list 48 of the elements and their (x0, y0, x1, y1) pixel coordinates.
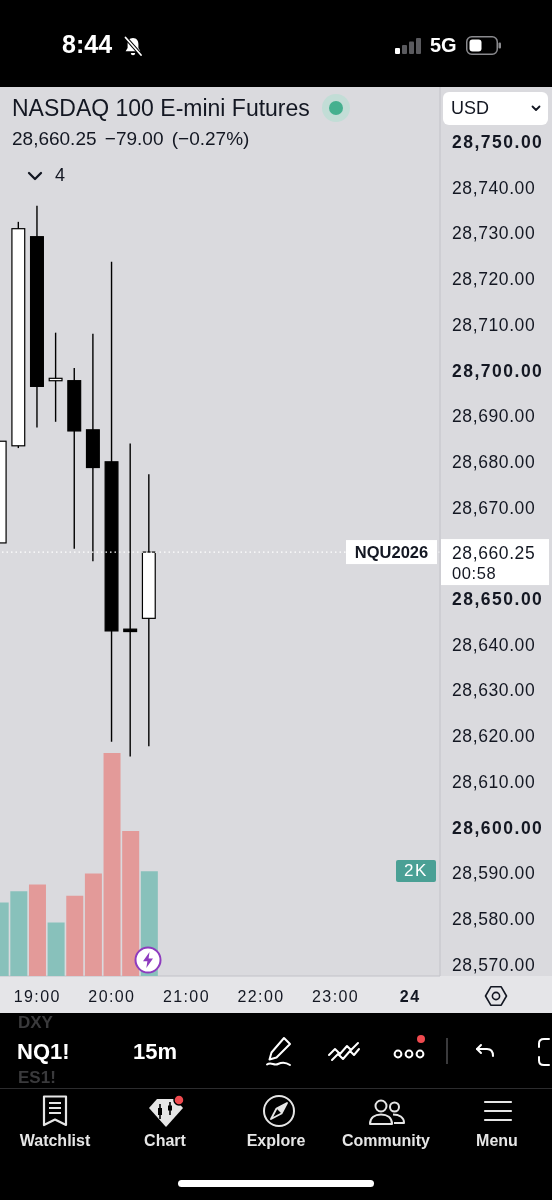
x-tick-label: 22:00 (237, 987, 285, 1005)
text: DXY (18, 1013, 53, 1033)
bar (28, 884, 46, 976)
y-tick-label: 28,590.00 (452, 863, 536, 884)
y-tick-label: 28,610.00 (452, 771, 536, 792)
text: Explore (246, 1132, 306, 1150)
y-tick-label: 28,600.00 (452, 817, 544, 838)
annotation: 2K (396, 860, 436, 882)
x-tick-label: 24 (399, 987, 421, 1005)
ref-line-label: NQU2026 (354, 542, 429, 561)
annotation: 4 (55, 165, 66, 186)
text: 8:44 (62, 30, 113, 59)
y-tick-label: 28,630.00 (452, 680, 536, 701)
y-tick-label: 28,690.00 (452, 406, 536, 427)
y-tick-label: 28,680.00 (452, 451, 536, 472)
y-tick-label: 28,570.00 (452, 954, 536, 975)
bar (84, 873, 102, 976)
y-tick-label: 28,620.00 (452, 726, 536, 747)
candlestick (123, 442, 138, 758)
text: 5G (430, 34, 457, 57)
x-tick-label: 20:00 (88, 987, 136, 1005)
y-tick-label: 28,740.00 (452, 177, 536, 198)
dropdown: USD (443, 92, 548, 125)
text: Community (342, 1132, 430, 1150)
y-tick-label: 28,720.00 (452, 269, 536, 290)
text: 15m (133, 1039, 178, 1065)
text: 00:58 (452, 563, 497, 582)
text: 28,660.25 −79.00 (−0.27%) (12, 128, 250, 150)
y-tick-label: 28,710.00 (452, 314, 536, 335)
text: NQ1! (17, 1039, 70, 1065)
text: Menu (476, 1132, 518, 1150)
text: ES1! (18, 1068, 56, 1088)
x-tick-label: 21:00 (162, 987, 210, 1005)
text: Watchlist (19, 1132, 91, 1150)
y-tick-label: 28,730.00 (452, 223, 536, 244)
bar (47, 922, 65, 976)
bar (66, 895, 84, 976)
x-tick-label: 19:00 (13, 987, 61, 1005)
x-tick-label: 23:00 (312, 987, 360, 1005)
text: Chart (144, 1132, 186, 1150)
chart-title: NASDAQ 100 E-mini Futures (12, 94, 310, 122)
y-tick-label: 28,700.00 (452, 360, 544, 381)
y-tick-label: 28,670.00 (452, 497, 536, 518)
y-tick-label: 28,640.00 (452, 634, 536, 655)
y-tick-label: 28,650.00 (452, 589, 544, 610)
y-tick-label: 28,750.00 (452, 131, 544, 152)
y-tick-label: 28,660.25 (452, 543, 536, 564)
y-tick-label: 28,580.00 (452, 908, 536, 929)
